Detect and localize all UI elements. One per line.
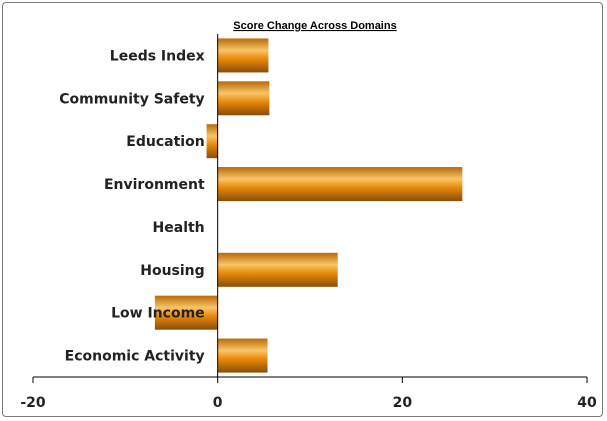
category-labels: Leeds Index Community Safety Education Envi…: [59, 48, 205, 364]
x-tick-label: 40: [577, 395, 597, 411]
category-label: Education: [126, 134, 204, 150]
category-label: Low Income: [111, 306, 205, 322]
bar-economic-activity: [217, 338, 268, 373]
bar-housing: [217, 252, 338, 287]
bar-leeds-index: [217, 38, 269, 73]
bars-group: [154, 38, 463, 373]
chart-frame: [2, 2, 603, 417]
bar-low-income: [154, 295, 218, 330]
chart-title: Score Change Across Domains: [233, 20, 396, 32]
x-axis-ticks: -20 0 20 40: [20, 377, 597, 411]
x-tick-label: 0: [213, 395, 223, 411]
x-tick-label: -20: [20, 395, 46, 411]
category-label: Community Safety: [59, 91, 204, 107]
x-tick-label: 20: [393, 395, 413, 411]
bar-community-safety: [217, 81, 270, 116]
category-label: Leeds Index: [110, 48, 205, 64]
category-label: Environment: [104, 177, 205, 193]
bar-education: [206, 124, 218, 159]
category-label: Health: [153, 220, 205, 236]
category-label: Economic Activity: [65, 349, 205, 365]
category-label: Housing: [140, 263, 204, 279]
bar-environment: [217, 167, 463, 202]
